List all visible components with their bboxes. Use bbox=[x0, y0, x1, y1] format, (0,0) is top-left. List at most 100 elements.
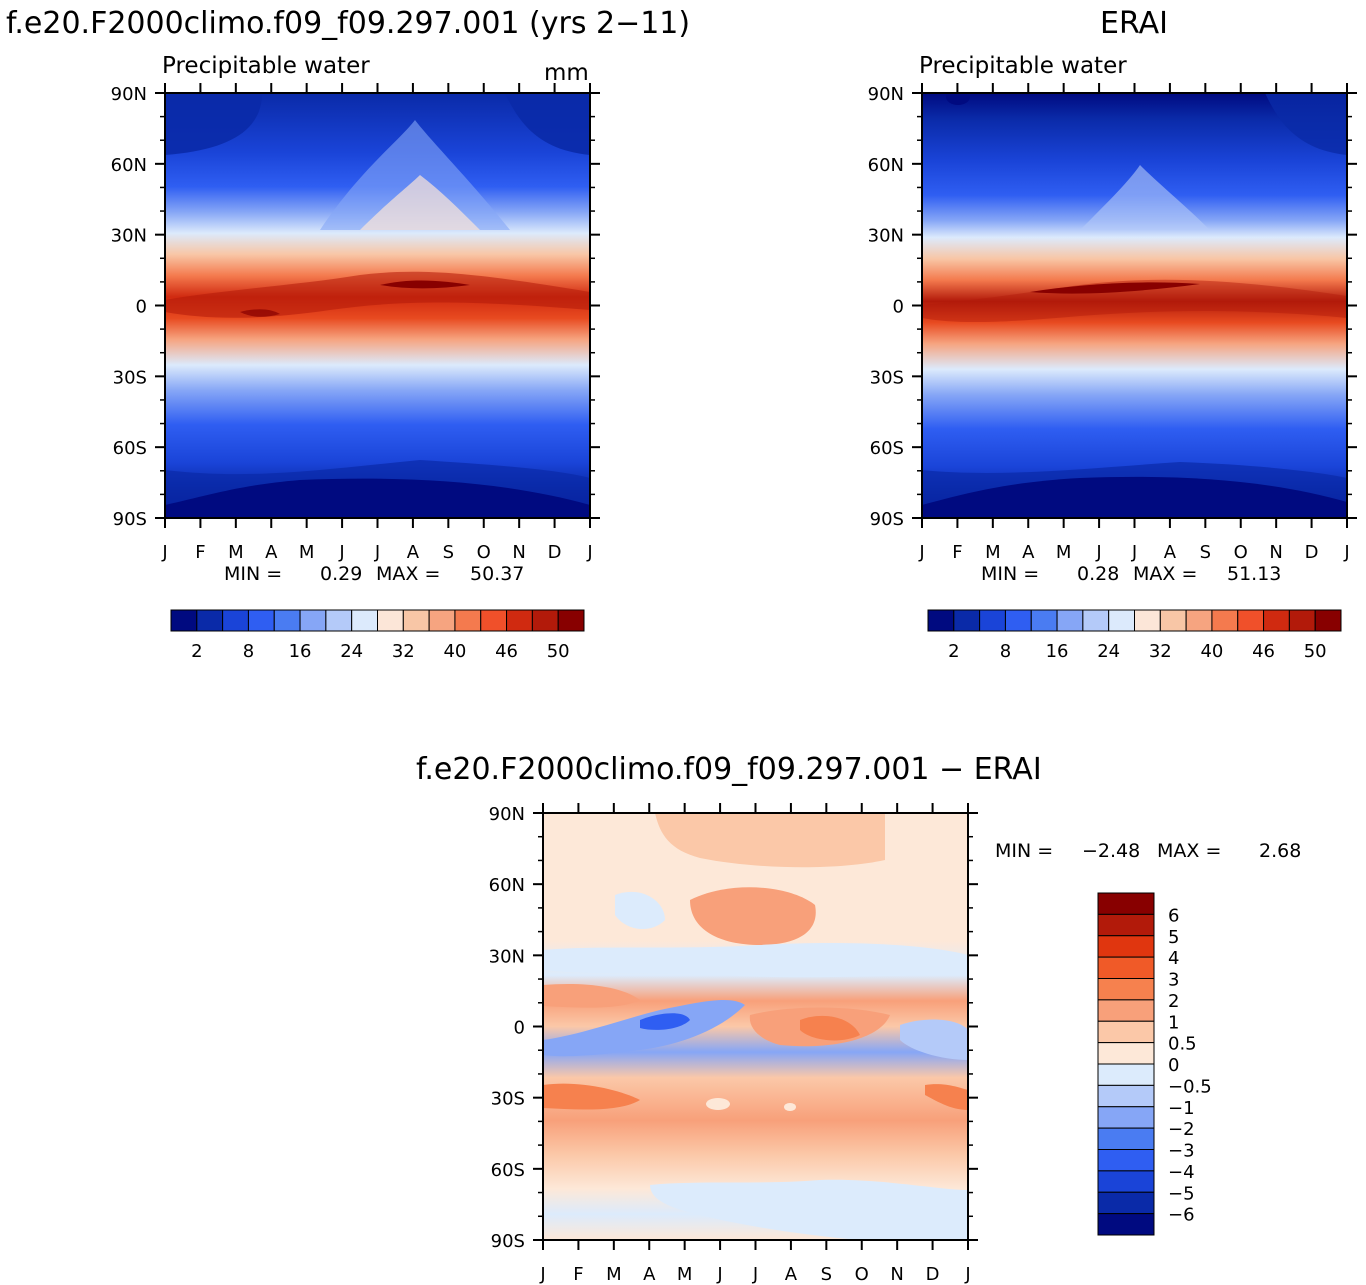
colorbar-label: 4 bbox=[1168, 948, 1179, 969]
contour-diff-equator-positive-core bbox=[800, 1015, 860, 1041]
x-tick-label: O bbox=[855, 1264, 869, 1285]
colorbar-swatch bbox=[1097, 892, 1155, 915]
colorbar-label: 2 bbox=[191, 641, 202, 662]
colorbar-label: 32 bbox=[392, 641, 415, 662]
x-tick-label: J bbox=[539, 1264, 545, 1285]
y-tick-label: 30S bbox=[870, 367, 904, 388]
colorbar-label: 24 bbox=[1097, 641, 1120, 662]
colorbar-swatch bbox=[1097, 1063, 1155, 1086]
contour-diff-west-positive bbox=[543, 983, 640, 1008]
y-tick-label: 0 bbox=[514, 1018, 525, 1039]
y-tick-label: 90S bbox=[870, 509, 904, 530]
x-tick-label: O bbox=[1234, 542, 1248, 563]
colorbar-label: 46 bbox=[495, 641, 518, 662]
colorbar-label: 50 bbox=[1304, 641, 1327, 662]
colorbar-label: 46 bbox=[1252, 641, 1275, 662]
x-tick-label: M bbox=[299, 542, 315, 563]
colorbar-label: 6 bbox=[1168, 905, 1179, 926]
colorbar-swatch bbox=[1314, 609, 1342, 632]
x-tick-label: D bbox=[926, 1264, 940, 1285]
x-tick-label: M bbox=[1056, 542, 1072, 563]
x-tick-label: M bbox=[985, 542, 1001, 563]
colorbar-label: 40 bbox=[443, 641, 466, 662]
colorbar-swatch bbox=[531, 609, 559, 632]
panel-model-max-label: MAX = bbox=[376, 563, 440, 585]
colorbar-label: 8 bbox=[1000, 641, 1011, 662]
colorbar-swatch bbox=[1097, 999, 1155, 1022]
y-tick-label: 60S bbox=[870, 438, 904, 459]
contour-polar-north bbox=[165, 93, 590, 155]
colorbar-swatch bbox=[1097, 1213, 1155, 1236]
panel-model-min-value: 0.29 bbox=[320, 563, 362, 585]
colorbar-swatch bbox=[273, 609, 301, 632]
y-tick-label: 60N bbox=[111, 155, 147, 176]
colorbar-swatch bbox=[1211, 609, 1239, 632]
y-tick-label: 30N bbox=[868, 226, 904, 247]
colorbar-swatch bbox=[325, 609, 353, 632]
contour-diff-midlat-positive bbox=[690, 887, 816, 945]
contour-itcz-max bbox=[380, 280, 470, 289]
colorbar-swatch bbox=[1097, 913, 1155, 937]
colorbar-swatch bbox=[247, 609, 275, 632]
colorbar-swatch bbox=[351, 609, 378, 632]
contour-erai-polar-south-min bbox=[922, 476, 1347, 518]
colorbar-swatch bbox=[1097, 1020, 1155, 1044]
y-tick-label: 60S bbox=[491, 1160, 525, 1181]
x-tick-label: F bbox=[195, 542, 205, 563]
colorbar-label: 32 bbox=[1149, 641, 1172, 662]
y-tick-label: 30N bbox=[489, 946, 525, 967]
panel-model-title: f.e20.F2000climo.f09_f09.297.001 (yrs 2−… bbox=[6, 6, 690, 41]
colorbar-swatch bbox=[1263, 609, 1290, 632]
y-tick-label: 90N bbox=[489, 804, 525, 825]
colorbar-label: −6 bbox=[1168, 1205, 1195, 1226]
panel-erai-field-base bbox=[922, 93, 1347, 518]
colorbar-swatch bbox=[1237, 609, 1265, 632]
panel-erai-max-value: 51.13 bbox=[1227, 563, 1281, 585]
x-tick-label: A bbox=[1022, 542, 1035, 563]
contour-diff-midlat-negative bbox=[615, 891, 665, 930]
colorbar-label: −5 bbox=[1168, 1183, 1195, 1204]
x-tick-label: M bbox=[677, 1264, 693, 1285]
panel-model-field bbox=[165, 93, 590, 518]
colorbar-swatch bbox=[1030, 609, 1058, 632]
x-tick-label: A bbox=[643, 1264, 656, 1285]
x-tick-label: M bbox=[228, 542, 244, 563]
x-tick-label: S bbox=[821, 1264, 832, 1285]
panel-model-max-value: 50.37 bbox=[470, 563, 524, 585]
colorbar-label: −0.5 bbox=[1168, 1076, 1212, 1097]
colorbar-swatch bbox=[299, 609, 327, 632]
contour-erai-itcz-max bbox=[1030, 282, 1200, 294]
x-tick-label: J bbox=[918, 542, 924, 563]
panel-difference-ticks bbox=[533, 803, 978, 1250]
colorbar-label: 40 bbox=[1200, 641, 1223, 662]
panel-erai-min-label: MIN = bbox=[981, 563, 1039, 585]
y-tick-label: 60N bbox=[868, 155, 904, 176]
contour-erai-boreal-summer-moist bbox=[1080, 165, 1210, 230]
colorbar-swatch bbox=[1097, 1084, 1155, 1108]
x-tick-label: J bbox=[374, 542, 380, 563]
colorbar-label: 2 bbox=[1168, 991, 1179, 1012]
panel-model-subtitle: Precipitable water bbox=[162, 53, 370, 79]
colorbar-label: 50 bbox=[547, 641, 570, 662]
x-tick-label: J bbox=[338, 542, 344, 563]
colorbar-swatch bbox=[454, 609, 482, 632]
y-tick-label: 30N bbox=[111, 226, 147, 247]
contour-erai-itcz-band bbox=[922, 279, 1347, 323]
contour-diff-polar-south-negative bbox=[650, 1179, 968, 1240]
x-tick-label: J bbox=[586, 542, 592, 563]
x-tick-label: A bbox=[785, 1264, 798, 1285]
colorbar-swatch bbox=[506, 609, 533, 632]
x-tick-label: F bbox=[573, 1264, 583, 1285]
panel-model-min-label: MIN = bbox=[224, 563, 282, 585]
panel-erai-subtitle: Precipitable water bbox=[919, 53, 1127, 79]
colorbar-swatch bbox=[428, 609, 456, 632]
x-tick-label: N bbox=[890, 1264, 903, 1285]
colorbar-swatch bbox=[402, 609, 430, 632]
contour-boreal-summer-moist bbox=[320, 120, 510, 230]
y-tick-label: 30S bbox=[491, 1089, 525, 1110]
panel-erai-colorbar: 2 8 16 24 32 40 46 50 bbox=[927, 609, 1342, 662]
colorbar-swatch bbox=[222, 609, 249, 632]
panel-model-units: mm bbox=[544, 60, 589, 86]
